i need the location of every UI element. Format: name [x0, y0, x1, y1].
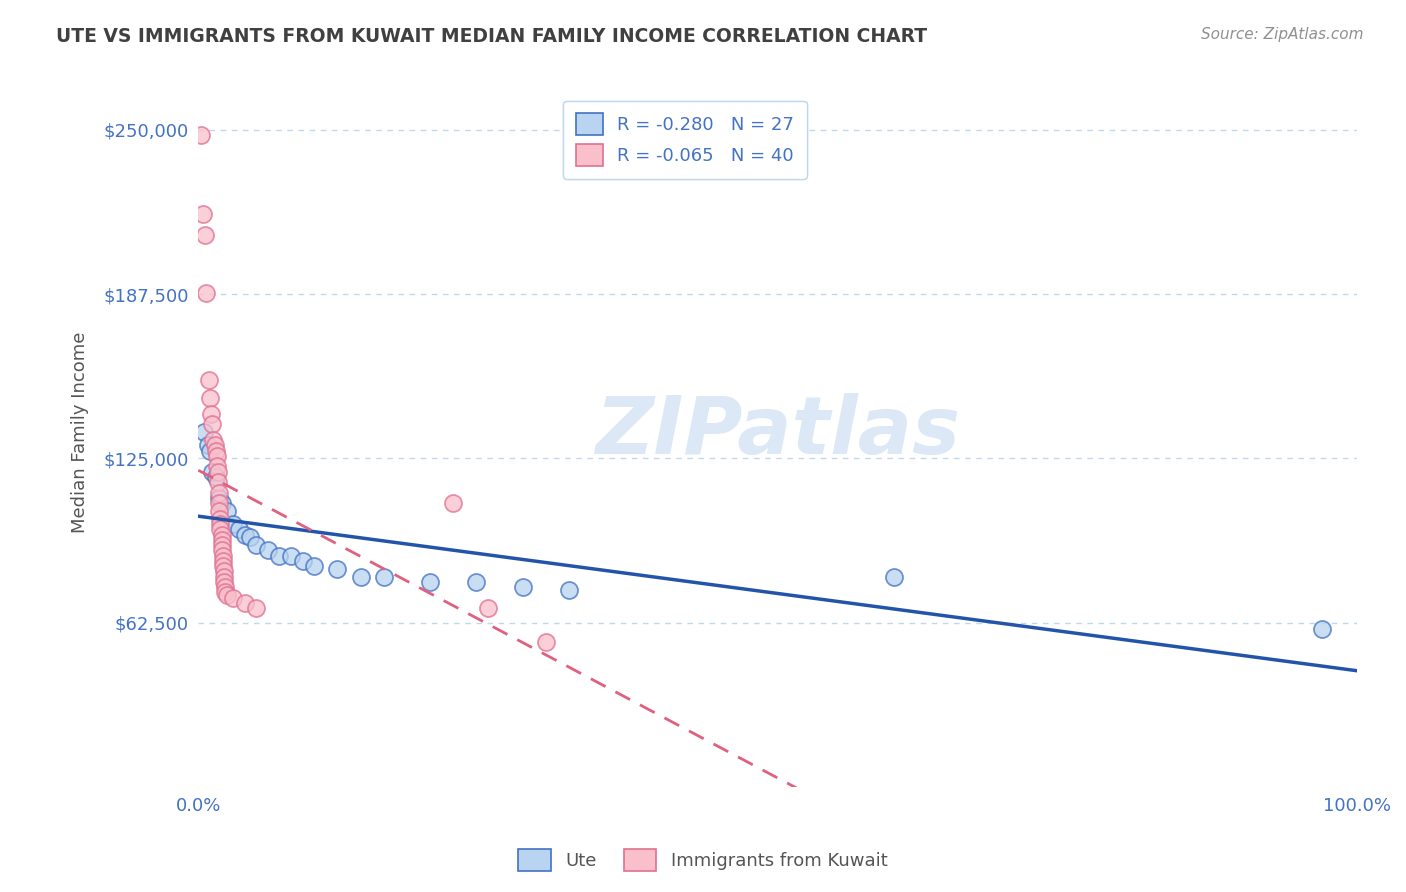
Legend: Ute, Immigrants from Kuwait: Ute, Immigrants from Kuwait	[512, 842, 894, 879]
Point	[245, 538, 267, 552]
Point	[204, 438, 226, 452]
Point	[211, 538, 233, 552]
Point	[239, 530, 262, 544]
Point	[204, 443, 226, 458]
Text: Source: ZipAtlas.com: Source: ZipAtlas.com	[1201, 27, 1364, 42]
Point	[202, 433, 225, 447]
Point	[217, 504, 239, 518]
Point	[197, 373, 219, 387]
Point	[208, 491, 231, 505]
Point	[228, 522, 250, 536]
Point	[205, 459, 228, 474]
Point	[211, 554, 233, 568]
Legend: R = -0.280   N = 27, R = -0.065   N = 40: R = -0.280 N = 27, R = -0.065 N = 40	[564, 101, 807, 179]
Point	[198, 443, 221, 458]
Point	[222, 517, 245, 532]
Point	[419, 574, 441, 589]
Point	[883, 569, 905, 583]
Point	[212, 569, 235, 583]
Point	[214, 580, 236, 594]
Point	[209, 522, 232, 536]
Point	[280, 549, 302, 563]
Point	[211, 527, 233, 541]
Point	[191, 207, 214, 221]
Point	[211, 549, 233, 563]
Point	[291, 554, 314, 568]
Point	[534, 635, 557, 649]
Point	[302, 559, 325, 574]
Point	[477, 601, 499, 615]
Point	[198, 391, 221, 405]
Point	[211, 533, 233, 547]
Y-axis label: Median Family Income: Median Family Income	[72, 332, 89, 533]
Point	[212, 574, 235, 589]
Point	[349, 569, 371, 583]
Point	[204, 470, 226, 484]
Point	[208, 485, 231, 500]
Point	[190, 128, 212, 143]
Point	[558, 582, 581, 597]
Point	[211, 559, 233, 574]
Point	[195, 285, 218, 300]
Point	[217, 588, 239, 602]
Text: UTE VS IMMIGRANTS FROM KUWAIT MEDIAN FAMILY INCOME CORRELATION CHART: UTE VS IMMIGRANTS FROM KUWAIT MEDIAN FAM…	[56, 27, 928, 45]
Point	[211, 543, 233, 558]
Point	[211, 496, 233, 510]
Point	[512, 580, 534, 594]
Point	[209, 517, 232, 532]
Point	[205, 449, 228, 463]
Point	[200, 407, 222, 421]
Point	[201, 417, 224, 432]
Point	[201, 465, 224, 479]
Point	[212, 565, 235, 579]
Point	[194, 228, 217, 243]
Point	[208, 504, 231, 518]
Point	[222, 591, 245, 605]
Point	[269, 549, 291, 563]
Point	[209, 512, 232, 526]
Point	[208, 496, 231, 510]
Point	[207, 475, 229, 489]
Point	[465, 574, 488, 589]
Point	[233, 527, 256, 541]
Point	[326, 562, 349, 576]
Point	[373, 569, 395, 583]
Point	[193, 425, 215, 439]
Point	[197, 438, 219, 452]
Point	[257, 543, 280, 558]
Text: ZIPatlas: ZIPatlas	[595, 393, 960, 471]
Point	[1310, 622, 1333, 636]
Point	[245, 601, 267, 615]
Point	[233, 596, 256, 610]
Point	[441, 496, 464, 510]
Point	[214, 585, 236, 599]
Point	[207, 465, 229, 479]
